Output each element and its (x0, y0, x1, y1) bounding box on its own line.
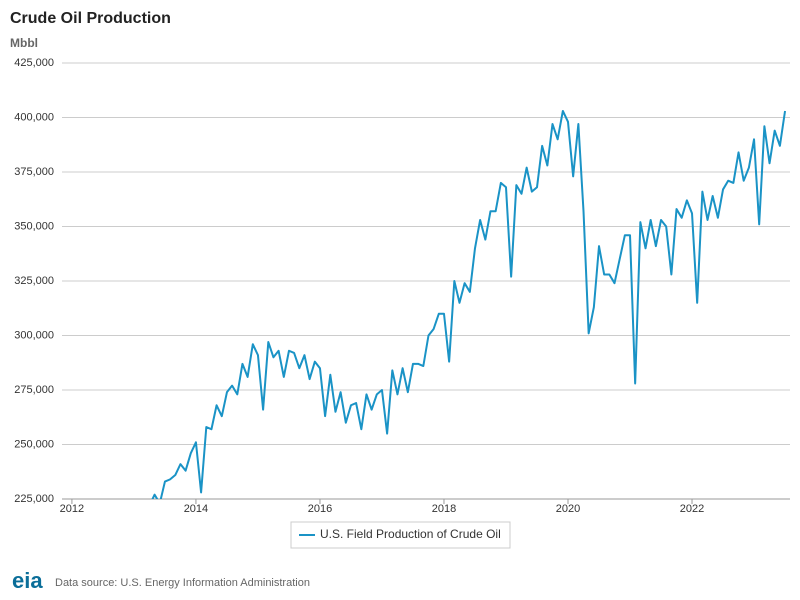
y-tick-label: 275,000 (14, 384, 54, 396)
y-tick-label: 225,000 (14, 493, 54, 505)
y-tick-label: 300,000 (14, 329, 54, 341)
legend-label: U.S. Field Production of Crude Oil (320, 527, 501, 541)
data-line (151, 109, 787, 499)
y-tick-label: 325,000 (14, 275, 54, 287)
x-tick-label: 2018 (432, 503, 456, 515)
y-axis-label: Mbbl (10, 36, 38, 50)
y-tick-label: 375,000 (14, 166, 54, 178)
y-tick-label: 350,000 (14, 220, 54, 232)
x-tick-label: 2012 (60, 503, 84, 515)
chart-title: Crude Oil Production (10, 10, 171, 27)
legend-box (290, 521, 511, 549)
y-tick-label: 400,000 (14, 111, 54, 123)
logo: eia (12, 568, 43, 593)
x-tick-label: 2014 (184, 503, 208, 515)
x-tick-label: 2020 (556, 503, 580, 515)
x-tick-label: 2016 (308, 503, 332, 515)
source-note: Data source: U.S. Energy Information Adm… (55, 577, 310, 589)
y-tick-label: 250,000 (14, 438, 54, 450)
x-tick-label: 2022 (680, 503, 704, 515)
y-tick-label: 425,000 (14, 57, 54, 69)
